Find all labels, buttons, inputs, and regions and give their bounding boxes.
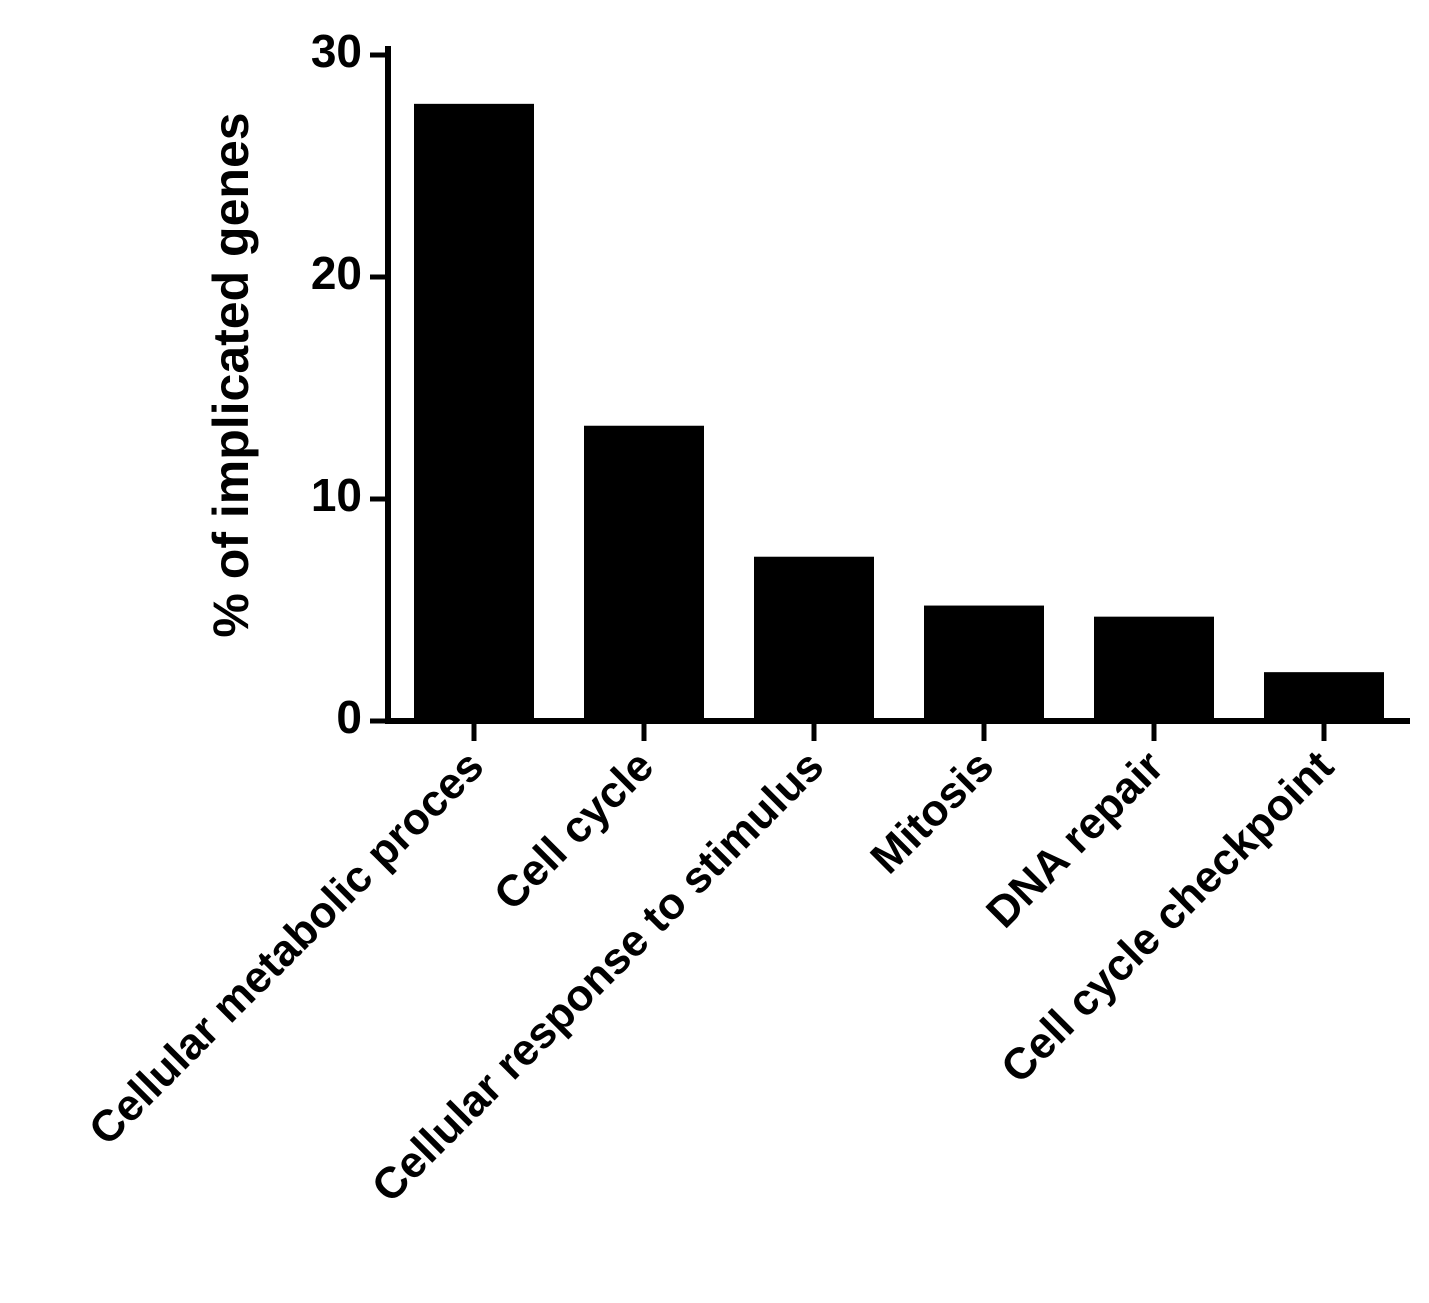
bar xyxy=(1094,616,1214,721)
x-tick-label: Cell cycle xyxy=(485,741,663,919)
y-tick-label: 30 xyxy=(311,25,362,77)
bar xyxy=(1264,672,1384,721)
bar xyxy=(584,425,704,721)
bars-group xyxy=(414,103,1384,722)
bar xyxy=(924,605,1044,721)
y-ticks-group: 0 10 20 30 xyxy=(311,25,388,743)
axes-group xyxy=(385,46,1410,724)
x-tick-label: Mitosis xyxy=(861,741,1003,883)
y-axis-title: % of implicated genes xyxy=(203,112,259,637)
y-tick-label: 10 xyxy=(311,469,362,521)
x-tick-label: Cell cycle checkpoint xyxy=(992,741,1343,1092)
y-tick-label: 20 xyxy=(311,247,362,299)
x-tick-label: Cellular metabolic proces xyxy=(80,741,493,1154)
bar xyxy=(414,103,534,722)
bar xyxy=(754,556,874,721)
y-tick-label: 0 xyxy=(336,691,362,743)
